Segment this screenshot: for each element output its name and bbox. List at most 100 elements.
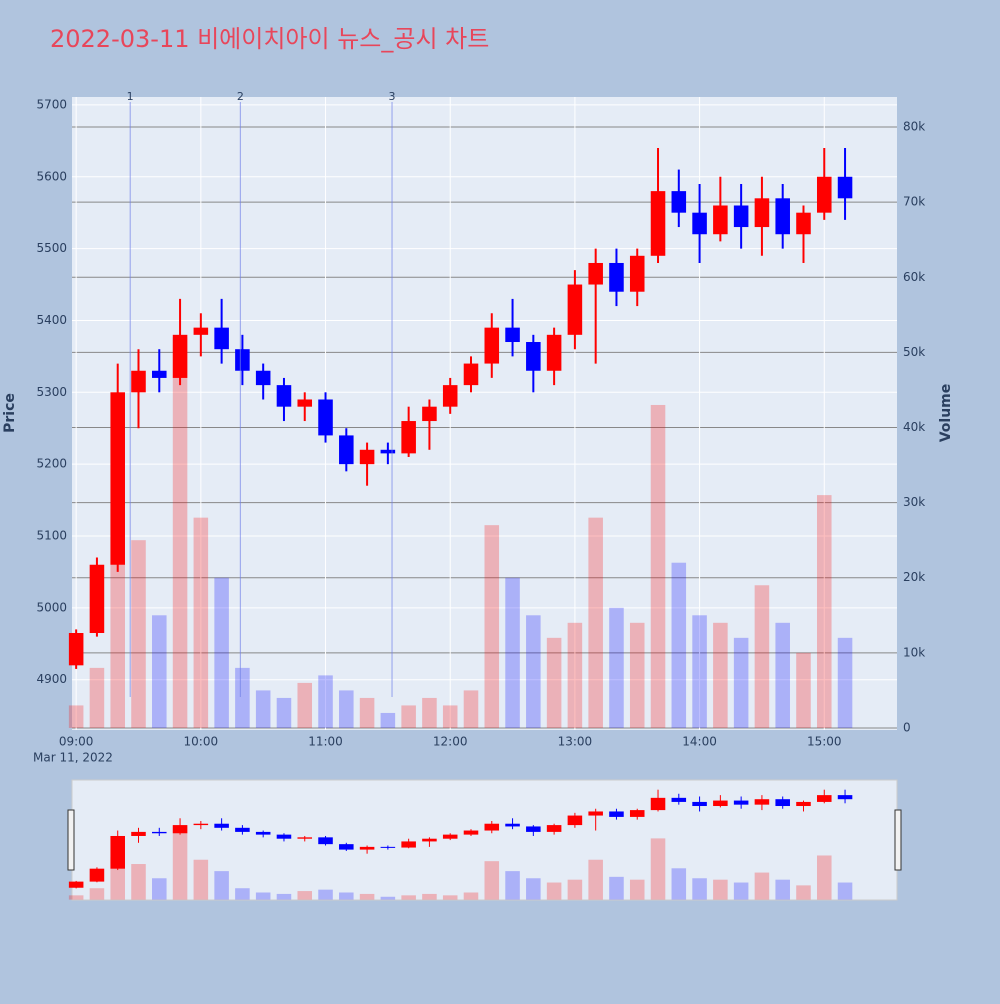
candle-body: [837, 176, 853, 199]
volume-bar: [837, 637, 853, 728]
chart-title: 2022-03-11 비에이치아이 뉴스_공시 차트: [50, 25, 489, 53]
y2-tick-label: 80k: [903, 120, 925, 134]
mini-volume-bar: [650, 838, 666, 900]
volume-bar: [193, 517, 209, 728]
mini-candle-body: [359, 846, 375, 850]
volume-bar: [796, 652, 811, 728]
candle-body: [629, 255, 645, 292]
mini-candle-body: [131, 831, 146, 836]
mini-volume-bar: [401, 895, 416, 900]
candle-body: [650, 191, 666, 256]
mini-volume-bar: [152, 878, 167, 900]
mini-volume-bar: [526, 878, 541, 900]
candle-body: [754, 198, 770, 228]
volume-bar: [546, 637, 562, 728]
mini-volume-bar: [837, 882, 853, 900]
mini-candle-body: [442, 834, 458, 839]
x-tick-label: 11:00: [308, 735, 343, 749]
volume-bar: [442, 705, 458, 728]
x-tick-label: 15:00: [807, 735, 842, 749]
volume-bar: [152, 615, 167, 728]
candle-body: [588, 262, 603, 285]
candle-body: [89, 564, 105, 634]
mini-candle-body: [754, 799, 770, 805]
candle-body: [484, 327, 500, 364]
range-handle[interactable]: [67, 809, 75, 871]
candle-body: [775, 198, 790, 235]
mini-volume-bar: [796, 885, 811, 900]
candle-body: [235, 349, 250, 371]
mini-volume-bar: [318, 889, 333, 900]
range-handle[interactable]: [894, 809, 902, 871]
mini-volume-bar: [255, 892, 271, 900]
candle-body: [152, 370, 167, 378]
mini-volume-bar: [193, 859, 209, 900]
mini-candle-body: [380, 846, 396, 848]
mini-volume-bar: [442, 895, 458, 900]
mini-candle-body: [193, 823, 209, 826]
mini-volume-bar: [68, 895, 84, 900]
mini-candle-body: [609, 811, 624, 817]
mini-candle-body: [401, 841, 416, 848]
y-tick-label: 5600: [36, 169, 67, 183]
candle-body: [380, 449, 396, 454]
y2-tick-label: 60k: [903, 270, 925, 284]
mini-candle-body: [588, 811, 603, 816]
mini-volume-bar: [692, 878, 707, 900]
volume-bar: [609, 607, 624, 728]
candle-body: [422, 406, 437, 422]
mini-candle-body: [837, 795, 853, 800]
mini-candle-body: [214, 823, 229, 828]
mini-candle-body: [733, 800, 749, 805]
y-tick-label: 5500: [36, 241, 67, 255]
mini-candle-body: [671, 797, 687, 802]
x-tick-label: 10:00: [184, 735, 219, 749]
mini-candle-body: [692, 801, 707, 807]
y-tick-label: 5700: [36, 97, 67, 111]
volume-bar: [692, 615, 707, 728]
mini-candle-body: [172, 825, 188, 834]
mini-volume-bar: [629, 879, 645, 900]
volume-bar: [754, 585, 770, 728]
volume-bar: [276, 697, 292, 728]
mini-candle-body: [68, 881, 84, 888]
volume-bar: [401, 705, 416, 728]
mini-candle-body: [650, 797, 666, 811]
mini-volume-bar: [567, 879, 583, 900]
x-tick-label: 13:00: [558, 735, 593, 749]
volume-bar: [172, 337, 188, 728]
volume-bar: [89, 667, 105, 728]
mini-volume-bar: [359, 893, 375, 900]
volume-bar: [526, 615, 541, 728]
mini-candle-body: [152, 831, 167, 834]
y2-tick-label: 30k: [903, 495, 925, 509]
volume-bar: [214, 577, 229, 728]
y2-tick-label: 50k: [903, 345, 925, 359]
volume-bar: [235, 667, 250, 728]
mini-volume-bar: [297, 891, 313, 900]
mini-candle-body: [775, 799, 790, 807]
mini-candle-body: [110, 835, 125, 869]
volume-bar: [422, 697, 437, 728]
mini-volume-bar: [609, 876, 624, 900]
x-tick-label: 09:00: [59, 735, 94, 749]
candle-body: [505, 327, 520, 343]
candle-body: [442, 385, 458, 407]
volume-bar: [629, 622, 645, 728]
mini-volume-bar: [131, 864, 146, 900]
volume-bar: [339, 690, 354, 728]
y-tick-label: 5000: [36, 600, 67, 614]
y-tick-label: 5100: [36, 529, 67, 543]
candle-body: [359, 449, 375, 465]
volume-bar: [816, 495, 832, 728]
candle-body: [131, 370, 146, 393]
candle-body: [68, 633, 84, 666]
candle-body: [609, 262, 624, 292]
volume-bar: [671, 562, 687, 728]
mini-candle-body: [318, 837, 333, 845]
y2-tick-label: 20k: [903, 570, 925, 584]
volume-bar: [588, 517, 603, 728]
candle-body: [193, 327, 209, 335]
x-tick-label: 14:00: [682, 735, 717, 749]
